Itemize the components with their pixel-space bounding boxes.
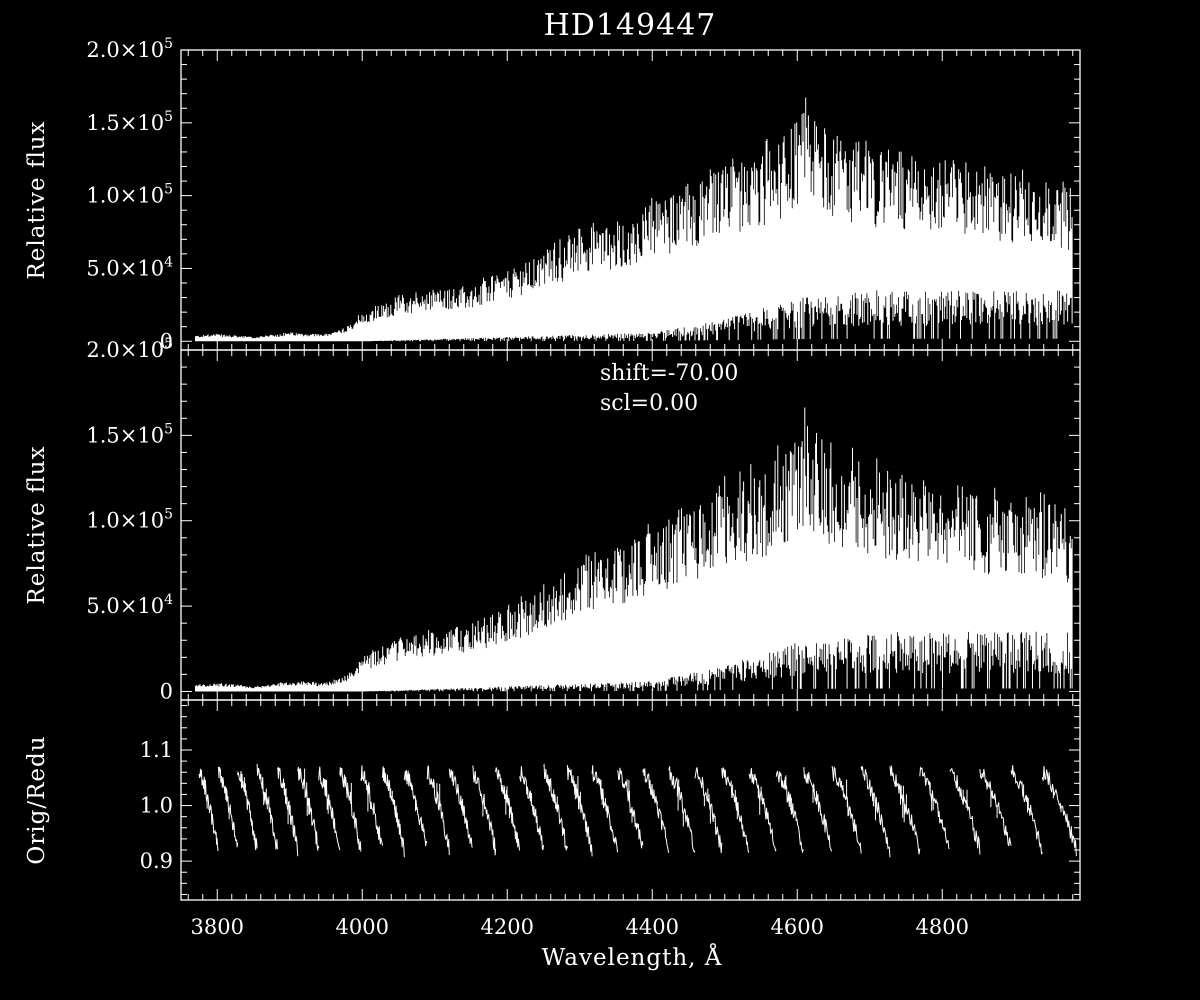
- flux-spectrum-series: [195, 407, 1073, 692]
- y-axis-label: Orig/Redu: [24, 735, 50, 864]
- x-tick-label: 4400: [626, 915, 679, 939]
- y-tick-label: 1.0: [140, 794, 173, 818]
- middle-flux-panel: shift=-70.00 scl=0.00 0 5.0×104 1.0×105 1.5…: [24, 336, 1081, 703]
- y-tick-label: 2.0×105: [86, 36, 173, 62]
- y-tick-label: 1.0×105: [86, 182, 173, 208]
- y-tick-label: 5.0×104: [86, 254, 173, 280]
- x-tick-label: 4200: [481, 915, 534, 939]
- scale-annotation: scl=0.00: [600, 391, 698, 416]
- y-tick-label: 1.1: [140, 738, 173, 762]
- y-tick-label: 0: [160, 329, 173, 353]
- ratio-panel: 0.9 1.0 1.1 3800 4000 4200 4400 4600 4800 Orig/Re…: [24, 699, 1081, 939]
- y-tick-label: 2.0×105: [86, 336, 173, 362]
- shift-annotation: shift=-70.00: [600, 361, 738, 386]
- x-tick-label: 4600: [771, 915, 824, 939]
- y-tick-label: 1.5×105: [86, 421, 173, 447]
- plot-frame: [180, 699, 1081, 901]
- x-tick-label: 3800: [191, 915, 244, 939]
- figure-title: HD149447: [544, 8, 717, 43]
- y-tick-label: 5.0×104: [86, 592, 173, 618]
- y-tick-label: 0: [160, 679, 173, 703]
- y-axis-label: Relative flux: [24, 120, 50, 279]
- flux-spectrum-series: [195, 97, 1073, 342]
- y-axis-label: Relative flux: [24, 445, 50, 604]
- x-axis-label: Wavelength, Å: [542, 943, 723, 971]
- y-tick-label: 0.9: [140, 849, 173, 873]
- top-flux-panel: 0 5.0×104 1.0×105 1.5×105 2.0×105 Relative fl…: [24, 36, 1081, 353]
- ratio-series: [198, 763, 1077, 858]
- y-tick-label: 1.5×105: [86, 109, 173, 135]
- x-tick-label: 4000: [336, 915, 389, 939]
- y-tick-label: 1.0×105: [86, 507, 173, 533]
- x-tick-label: 4800: [916, 915, 969, 939]
